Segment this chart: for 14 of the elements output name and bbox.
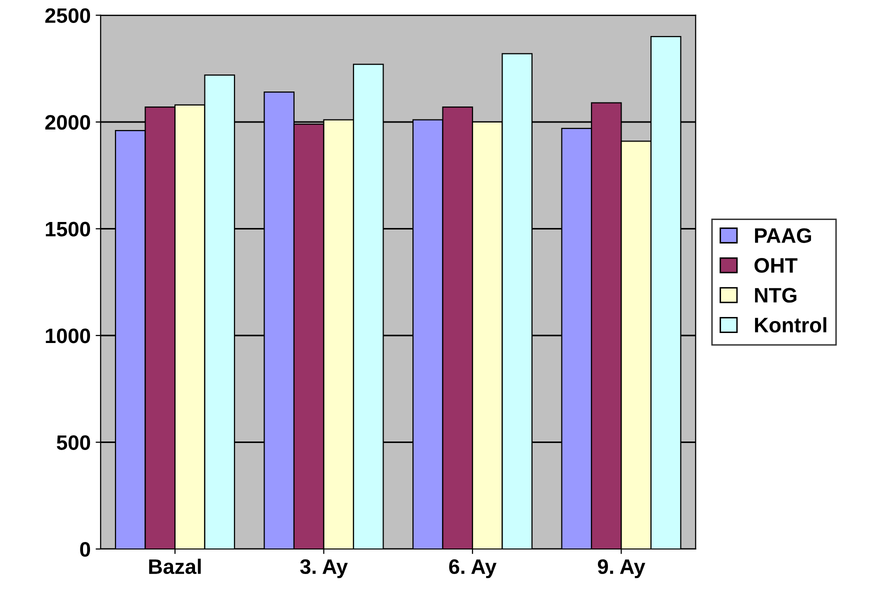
legend-label: NTG bbox=[755, 288, 796, 303]
y-tick-label: 1500 bbox=[46, 222, 90, 237]
y-tick-label: 2000 bbox=[45, 115, 90, 130]
x-tick-label: 3. Ay bbox=[300, 559, 348, 578]
legend-label: OHT bbox=[754, 258, 798, 273]
y-tick-label: 2500 bbox=[45, 8, 90, 24]
y-tick-label: 500 bbox=[56, 435, 90, 450]
legend-label: PAAG bbox=[755, 228, 812, 243]
legend-label: Kontrol bbox=[755, 317, 826, 332]
y-tick-label: 1000 bbox=[46, 328, 90, 344]
x-tick-label: 9. Ay bbox=[598, 559, 646, 578]
y-tick-label: 0 bbox=[80, 542, 90, 557]
x-tick-label: 6. Ay bbox=[449, 559, 497, 578]
x-tick-label: Bazal bbox=[149, 558, 201, 574]
